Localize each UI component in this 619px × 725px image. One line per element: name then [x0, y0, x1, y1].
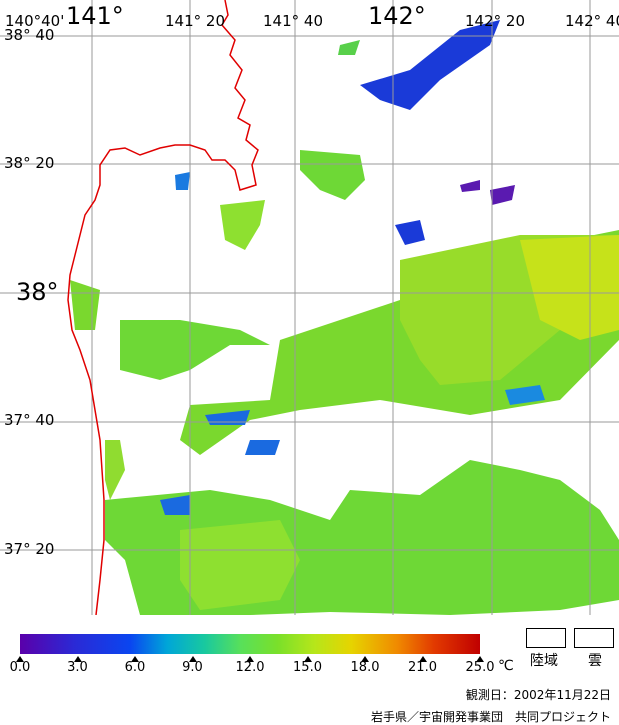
colorbar-tick-mark: [246, 656, 254, 662]
lon-label-142-20: 142° 20: [465, 12, 525, 30]
colorbar-tick-mark: [418, 656, 427, 662]
lon-label-141-20: 141° 20: [165, 12, 225, 30]
colorbar-tick-label: 9.0: [182, 660, 203, 675]
lon-label-142: 142°: [368, 2, 426, 30]
colorbar-tick-label: 6.0: [124, 660, 146, 675]
lat-label-38-40: 38° 40: [4, 26, 55, 44]
observation-date: 観測日：2002年11月22日: [465, 688, 611, 702]
cloud-legend-label: 雲: [588, 653, 602, 669]
colorbar-tick-label: 21.0: [408, 660, 437, 675]
cloud-legend-swatch: [574, 628, 614, 648]
sst-field-green: [70, 150, 619, 615]
sst-field-blue: [160, 20, 545, 515]
coastline: [67, 0, 259, 615]
colorbar-tick-mark: [131, 656, 139, 662]
lon-label-142-40: 142° 40: [565, 12, 619, 30]
colorbar-tick-label: 12.0: [235, 660, 265, 675]
lon-label-141-40: 141° 40: [263, 12, 323, 30]
colorbar-tick-label: 25.0: [465, 660, 495, 675]
lat-label-38-20: 38° 20: [4, 154, 55, 172]
colorbar-tick-mark: [361, 656, 369, 662]
colorbar-tick-label: 18.0: [350, 660, 380, 675]
lon-label-141: 141°: [66, 2, 124, 30]
colorbar-tick-mark: [188, 656, 197, 662]
lat-label-38: 38°: [16, 278, 59, 306]
land-legend-label: 陸域: [530, 653, 558, 669]
colorbar-tick-mark: [303, 656, 312, 662]
lon-label-140-40: 140°40': [5, 12, 65, 30]
graticule: [0, 0, 619, 615]
temperature-unit: ℃: [498, 658, 514, 674]
colorbar-tick-mark: [16, 656, 24, 662]
colorbar-tick-mark: [476, 656, 484, 662]
colorbar-tick-mark: [73, 656, 82, 662]
temperature-colorbar: [20, 634, 480, 654]
sst-map: [0, 0, 619, 615]
lat-label-37-40: 37° 40: [4, 411, 55, 429]
credit-line: 岩手県／宇宙開発事業団 共同プロジェクト: [370, 710, 611, 724]
colorbar-tick-label: 15.0: [293, 660, 322, 675]
colorbar-tick-label: 3.0: [67, 660, 88, 675]
colorbar-tick-label: 0.0: [9, 660, 31, 675]
land-legend-swatch: [526, 628, 566, 648]
lat-label-37-20: 37° 20: [4, 540, 55, 558]
